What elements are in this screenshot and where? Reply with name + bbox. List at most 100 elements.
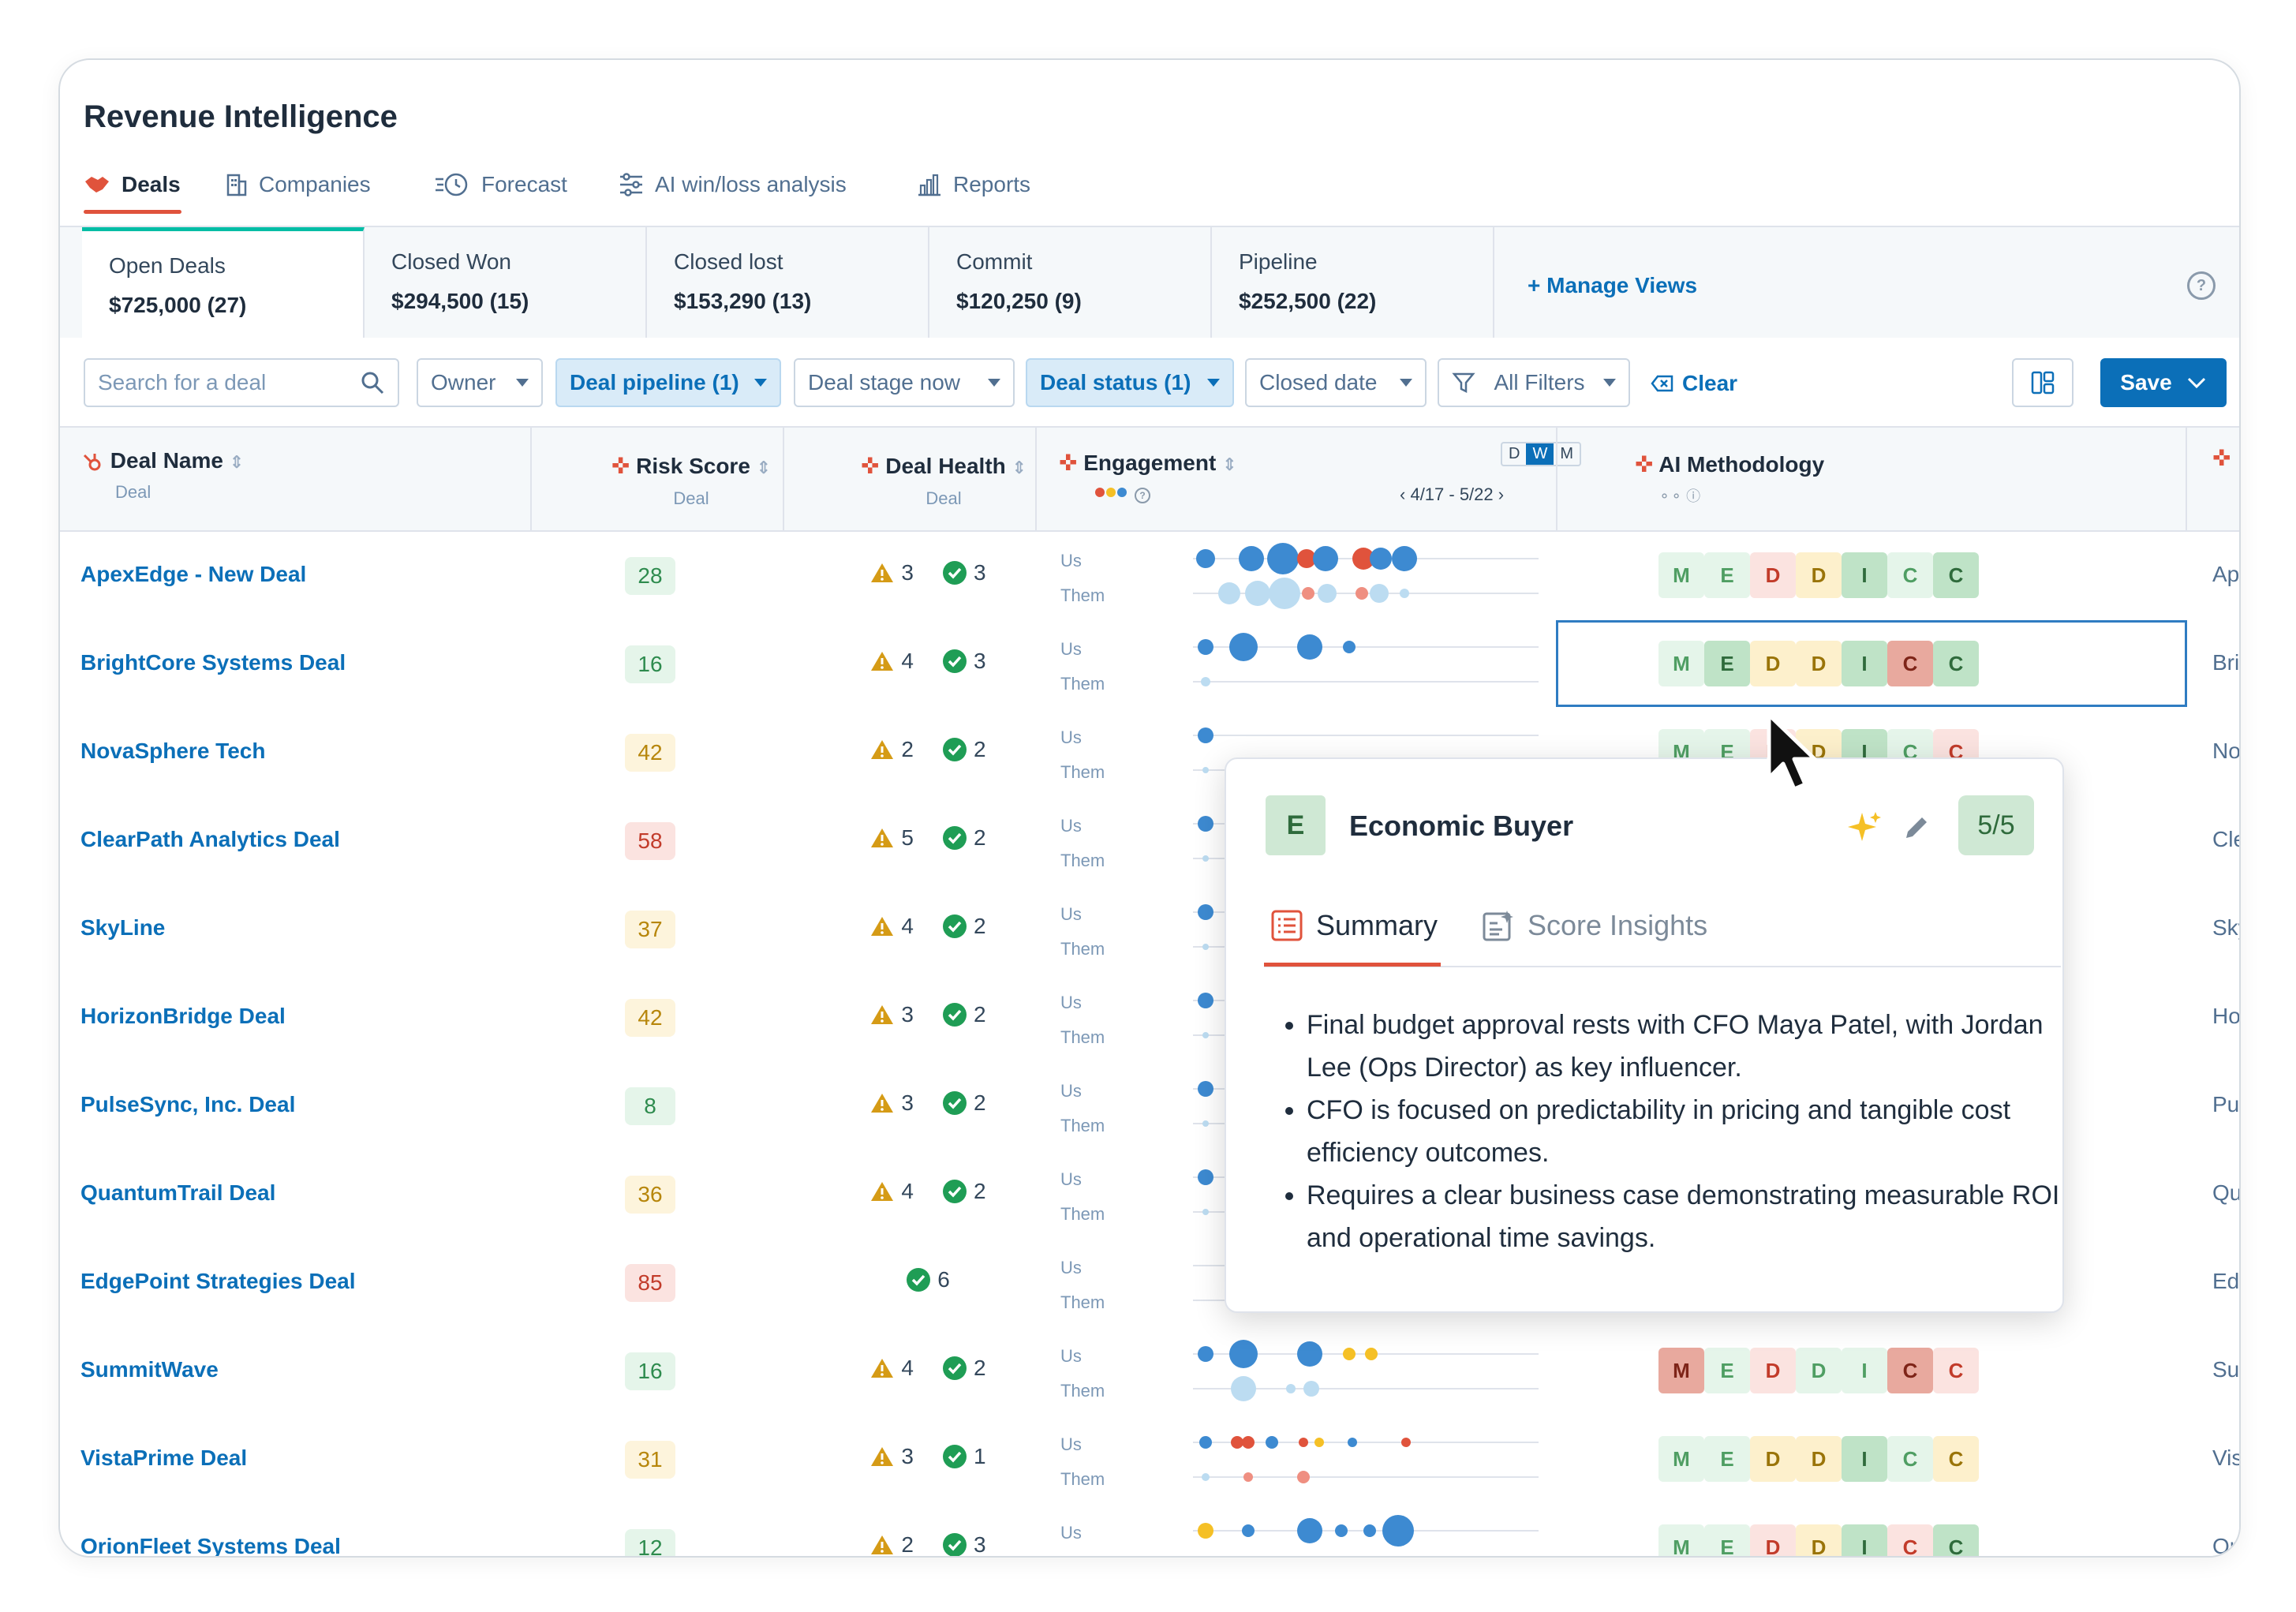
view-open-deals[interactable]: Open Deals $725,000 (27) — [82, 227, 365, 339]
deal-name-link[interactable]: ApexEdge - New Deal — [80, 562, 307, 586]
methodology-badge[interactable]: I — [1842, 1436, 1887, 1482]
methodology-badge[interactable]: E — [1704, 552, 1750, 598]
methodology-badge[interactable]: D — [1796, 1348, 1842, 1393]
methodology-badge[interactable]: D — [1750, 641, 1796, 686]
search-icon[interactable] — [360, 370, 385, 395]
manage-views-link[interactable]: + Manage Views — [1528, 273, 1698, 297]
tab-reports[interactable]: Reports — [917, 163, 1030, 207]
owner-filter[interactable]: Owner — [417, 358, 543, 407]
deal-name-link[interactable]: NovaSphere Tech — [80, 739, 266, 763]
methodology-badge[interactable]: C — [1887, 641, 1933, 686]
methodology-badge[interactable]: M — [1658, 1436, 1704, 1482]
all-filters-button[interactable]: All Filters — [1438, 358, 1630, 407]
sort-icon[interactable]: ⇕ — [756, 458, 772, 477]
methodology-badge[interactable]: E — [1704, 1348, 1750, 1393]
methodology-badge[interactable]: M — [1658, 1348, 1704, 1393]
pencil-icon[interactable] — [1901, 813, 1931, 843]
popover-tab-score-insights[interactable]: Score Insights — [1482, 909, 1707, 942]
engagement-date-range[interactable]: ‹ 4/17 - 5/22 › — [1400, 484, 1504, 505]
methodology-badge[interactable]: M — [1658, 1524, 1704, 1556]
search-input[interactable]: Search for a deal — [98, 370, 267, 395]
deal-name-link[interactable]: SummitWave — [80, 1357, 219, 1382]
table-row[interactable]: VistaPrime Deal 31 3 1 Us Them M E D D I C C Vis — [60, 1416, 2239, 1505]
methodology-badge[interactable]: D — [1750, 1348, 1796, 1393]
risk-score-badge: 8 — [625, 1087, 675, 1125]
view-closed-won[interactable]: Closed Won $294,500 (15) — [365, 227, 647, 338]
deal-name-link[interactable]: OrionFleet Systems Deal — [80, 1534, 341, 1558]
methodology-badge[interactable]: C — [1933, 552, 1979, 598]
deal-name-link[interactable]: VistaPrime Deal — [80, 1446, 248, 1470]
methodology-badge[interactable]: C — [1887, 1524, 1933, 1556]
clear-filters-button[interactable]: Clear — [1651, 371, 1737, 396]
methodology-badge[interactable]: D — [1750, 1524, 1796, 1556]
methodology-badge[interactable]: I — [1842, 1524, 1887, 1556]
save-button[interactable]: Save — [2100, 358, 2227, 407]
deal-name-link[interactable]: QuantumTrail Deal — [80, 1180, 276, 1205]
check-count: 2 — [974, 825, 986, 850]
methodology-badge[interactable]: C — [1933, 1348, 1979, 1393]
sort-icon[interactable]: ⇕ — [229, 452, 245, 472]
methodology-badge[interactable]: D — [1796, 1524, 1842, 1556]
col-deal-health[interactable]: ✜ Deal Health ⇕ Deal — [817, 453, 1070, 555]
tab-companies[interactable]: Companies — [226, 163, 371, 207]
methodology-badge[interactable]: D — [1796, 641, 1842, 686]
tab-forecast[interactable]: Forecast — [434, 163, 567, 207]
tab-deals[interactable]: Deals — [84, 163, 181, 207]
table-row[interactable]: BrightCore Systems Deal 16 4 3 Us Them M E D D I C C… — [60, 620, 2239, 710]
deal-stage-filter[interactable]: Deal stage now — [794, 358, 1015, 407]
table-row[interactable]: ApexEdge - New Deal2833UsThemMEDDICCApe — [60, 532, 2239, 622]
toggle-month[interactable]: M — [1560, 445, 1574, 462]
methodology-badge[interactable]: C — [1887, 1436, 1933, 1482]
col-ai-methodology[interactable]: ✜ AI Methodology ⚬⚬ ⓘ — [1635, 451, 1824, 554]
deal-name-link[interactable]: PulseSync, Inc. Deal — [80, 1092, 296, 1116]
column-layout-button[interactable] — [2012, 358, 2074, 407]
methodology-badge[interactable]: I — [1842, 1348, 1887, 1393]
methodology-badge[interactable]: D — [1750, 552, 1796, 598]
deal-name-link[interactable]: SkyLine — [80, 915, 166, 940]
closed-date-filter[interactable]: Closed date — [1245, 358, 1427, 407]
col-deal-name[interactable]: Deal Name ⇕ Deal — [80, 448, 244, 551]
warning-count: 3 — [901, 560, 914, 585]
view-closed-lost[interactable]: Closed lost $153,290 (13) — [647, 227, 929, 338]
methodology-badge[interactable]: C — [1933, 1524, 1979, 1556]
chevron-right-icon[interactable]: › — [1498, 484, 1505, 504]
view-pipeline[interactable]: Pipeline $252,500 (22) — [1212, 227, 1494, 338]
sort-icon[interactable]: ⇕ — [1012, 458, 1026, 477]
methodology-badge[interactable]: C — [1887, 552, 1933, 598]
help-icon[interactable]: ? — [1135, 488, 1150, 503]
deal-pipeline-filter[interactable]: Deal pipeline (1) — [555, 358, 781, 407]
col-engagement[interactable]: ✜ Engagement ⇕ D W M ? ‹ 4/17 - 5/22 › — [1059, 442, 1582, 552]
deal-name-link[interactable]: EdgePoint Strategies Deal — [80, 1269, 356, 1293]
methodology-badge[interactable]: I — [1842, 552, 1887, 598]
toggle-day[interactable]: D — [1509, 445, 1520, 462]
engagement-granularity-toggle[interactable]: D W M — [1501, 442, 1582, 466]
table-row[interactable]: SummitWave1642UsThemMEDDICCSur — [60, 1327, 2239, 1417]
methodology-badge[interactable]: C — [1933, 641, 1979, 686]
deal-name-link[interactable]: HorizonBridge Deal — [80, 1004, 286, 1028]
methodology-badge[interactable]: D — [1750, 1436, 1796, 1482]
methodology-badge[interactable]: E — [1704, 1436, 1750, 1482]
methodology-badge[interactable]: I — [1842, 641, 1887, 686]
deal-name-link[interactable]: BrightCore Systems Deal — [80, 650, 346, 675]
methodology-badge[interactable]: E — [1704, 641, 1750, 686]
view-commit[interactable]: Commit $120,250 (9) — [929, 227, 1212, 338]
chevron-left-icon[interactable]: ‹ — [1400, 484, 1406, 504]
popover-tab-summary[interactable]: Summary — [1270, 909, 1438, 942]
methodology-badge[interactable]: D — [1796, 1436, 1842, 1482]
methodology-badge[interactable]: D — [1796, 552, 1842, 598]
tab-ai-win-loss[interactable]: AI win/loss analysis — [619, 163, 847, 207]
search-box[interactable]: Search for a deal — [84, 358, 399, 407]
sparkle-icon[interactable] — [1846, 810, 1883, 846]
methodology-badge[interactable]: E — [1704, 1524, 1750, 1556]
sort-icon[interactable]: ⇕ — [1222, 454, 1237, 474]
col-risk-score[interactable]: ✜ Risk Score ⇕ Deal — [565, 453, 817, 555]
toggle-week[interactable]: W — [1526, 443, 1554, 465]
methodology-badge[interactable]: M — [1658, 641, 1704, 686]
deal-status-filter[interactable]: Deal status (1) — [1026, 358, 1234, 407]
deal-name-link[interactable]: ClearPath Analytics Deal — [80, 827, 340, 851]
methodology-badge[interactable]: C — [1887, 1348, 1933, 1393]
table-row[interactable]: OrionFleet Systems Deal1223UsThemMEDDICC… — [60, 1504, 2239, 1558]
methodology-badge[interactable]: M — [1658, 552, 1704, 598]
help-icon[interactable]: ? — [2187, 271, 2216, 300]
methodology-badge[interactable]: C — [1933, 1436, 1979, 1482]
